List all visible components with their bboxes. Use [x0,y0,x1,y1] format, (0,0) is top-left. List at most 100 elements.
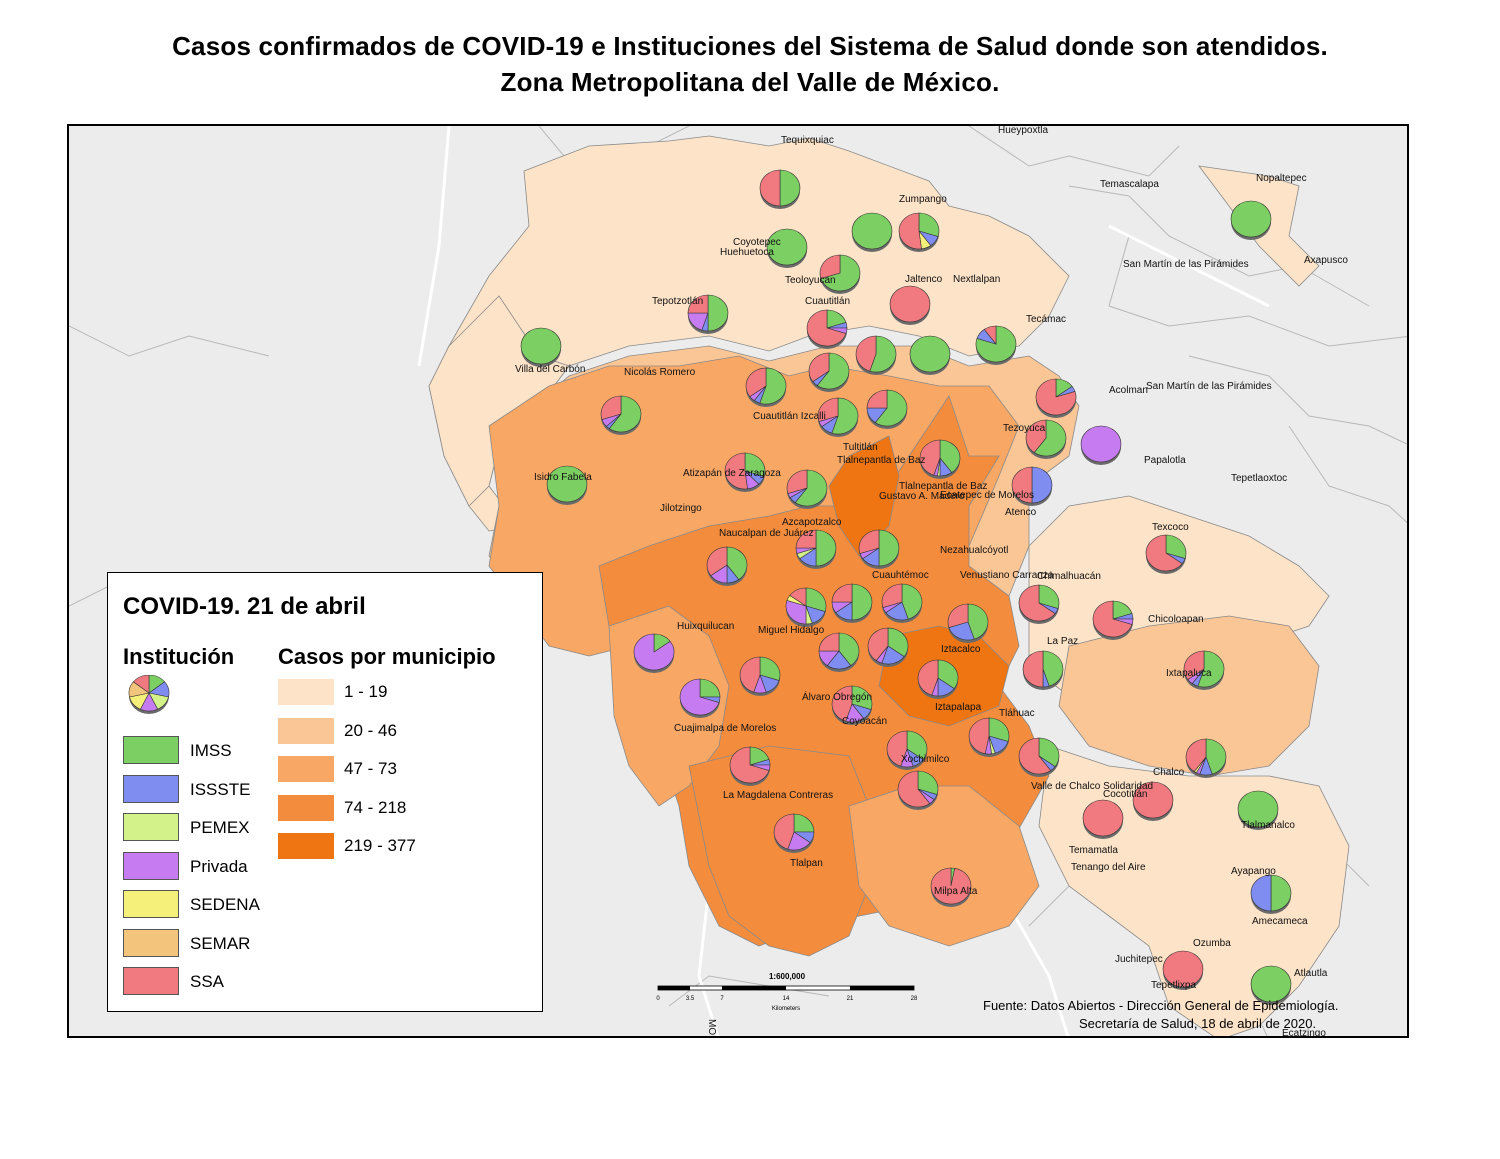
label-tepetlaoxtoc: Tepetlaoxtoc [1231,473,1287,484]
legend-swatch [123,813,179,841]
pie-slice-imss [937,659,959,689]
label-ixtapaluca: Ixtapaluca [1166,668,1212,679]
pie-slice-imss [901,583,923,620]
pie-chicoloapan [1092,600,1134,640]
label-azcapotzalco: Azcapotzalco [782,517,842,528]
pie-slice-ssa [968,717,990,755]
title-line-1: Casos confirmados de COVID-19 e Instituc… [172,31,1328,61]
pie-slice-imss [1205,738,1227,775]
legend: COVID-19. 21 de abril Institución Casos … [107,572,543,1012]
label-amecameca: Amecameca [1252,916,1308,927]
label-tlalnepantla-2: Tlalnepantla de Baz [899,481,987,492]
label-iztapalapa: Iztapalapa [935,702,982,713]
pie-xochimilco [897,770,939,810]
label-ozumba: Ozumba [1193,938,1231,949]
pie-tepotzotlan [687,294,729,334]
label-tlalpan: Tlalpan [790,858,823,869]
pie-slice-ssa [687,294,709,314]
label-ecatepec: Ecatepec de Morelos [940,490,1034,501]
label-tecamac: Tecámac [1026,314,1066,325]
label-tenango: Tenango del Aire [1071,862,1146,873]
pie-slice-imss [1038,737,1060,767]
pie-slice-ssa [724,452,748,490]
label-temascalapa: Temascalapa [1100,179,1159,190]
legend-label: Privada [190,856,248,876]
pie-slice-ssa [947,603,969,628]
scale-tick-label: 14 [783,996,790,1002]
label-la-paz: La Paz [1047,636,1078,647]
label-ayapango: Ayapango [1231,866,1276,877]
pie-slice-imss [874,389,908,427]
pie-slice-ssa [1011,466,1033,504]
case-class-label: 47 - 73 [344,759,397,778]
pie-slice-privada [679,678,720,716]
case-class-swatch [278,833,334,859]
pie-slice-imss [851,212,893,250]
pie-miguel-hidalgo-a [785,587,827,627]
pie-slice-issste [1031,466,1053,504]
pie-slice-imss [793,813,815,833]
source-line-2: Secretaría de Salud, 18 de abril de 2020… [1079,1016,1317,1031]
title-line-2: Zona Metropolitana del Valle de México. [500,67,1000,97]
region-tlalpan [688,745,870,957]
pie-slice-ssa [919,439,941,476]
label-teoloyucan: Teoloyucan [785,275,836,286]
label-tlahuac: Tláhuac [999,708,1035,719]
label-alvaro-obregon: Álvaro Obregón [802,690,872,703]
pie-slice-ssa [881,583,903,608]
scale-tick-label: 28 [911,996,918,1002]
pie-slice-imss [918,212,940,237]
pie-slice-imss [816,352,850,390]
pie-amecameca [1250,874,1292,914]
pie-slice-ssa [889,285,931,323]
label-road: MOR [706,1019,717,1038]
label-magdalena: La Magdalena Contreras [723,790,833,801]
pie-tultitlan-c [817,397,859,437]
label-tezoyuca: Tezoyuca [1003,423,1046,434]
pie-slice-imss [546,465,588,503]
pie-slice-imss [1270,874,1292,912]
pie-slice-ssa [789,587,807,607]
pie-slice-imss [726,546,748,580]
pie-slice-issste [948,621,975,641]
scale-unit: Kilometers [772,1006,800,1012]
pie-villa-del-carbon [520,327,562,367]
pie-slice-imss [1033,419,1067,457]
label-coyotepec: Coyotepec [733,237,781,248]
label-xochimilco: Xochimilco [901,754,950,765]
pie-ixtapaluca [1183,650,1225,690]
pie-ozumba [1162,950,1204,990]
pie-slice-ssa [858,529,880,554]
pie-slice-privada [785,600,807,625]
roads [417,126,1270,1036]
pie-iztacalco [867,627,909,667]
label-cuauhtemoc: Cuauhtémoc [872,570,929,581]
legend-institution-header: Institución [123,644,235,669]
pie-slice-ssa [855,335,877,372]
label-atizapan: Atizapán de Zaragoza [683,468,781,479]
pie-slice-imss [759,367,787,405]
pie-slice-ssa [1132,781,1174,819]
legend-swatch [123,774,179,803]
pie-slice-imss [869,335,897,373]
label-villa-del-carbon: Villa del Carbón [515,364,585,375]
pie-atizapan [724,452,766,492]
label-atenco: Atenco [1005,507,1037,518]
pie-slice-ssa [1025,419,1047,453]
pie-slice-ssa [759,169,781,207]
pie-tezoyuca [1025,419,1067,459]
pie-cocotitlan [1082,799,1124,839]
region-ixtapaluca [1058,615,1320,777]
legend-swatch [123,967,179,995]
scale-ratio: 1:600,000 [769,972,806,981]
pie-milpa-alta [930,867,972,907]
pie-slice-ssa [1185,738,1207,772]
legend-swatch [123,928,179,957]
pie-tecamac [975,325,1017,365]
pie-jaltenco [889,285,931,325]
pie-slice-imss [794,469,828,507]
pie-slice-imss [1042,650,1064,687]
pie-slice-ssa [831,685,853,722]
pie-slice-ssa [983,325,997,345]
pie-slice-ssa [1018,584,1056,622]
